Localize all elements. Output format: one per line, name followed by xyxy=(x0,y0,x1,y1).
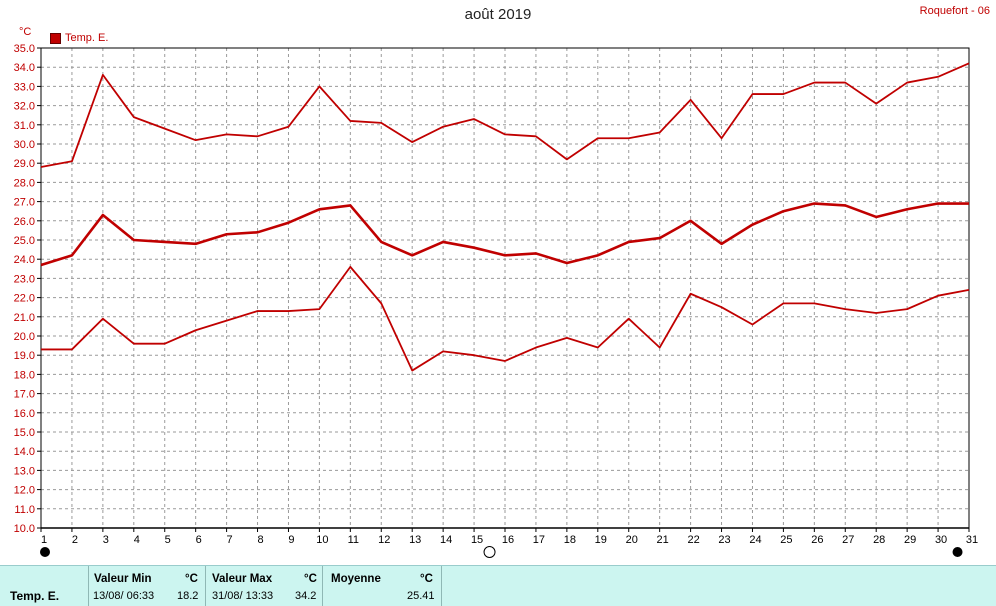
y-tick-label: 22.0 xyxy=(14,293,35,305)
y-tick-label: 16.0 xyxy=(14,408,35,420)
x-tick-label: 31 xyxy=(966,534,978,546)
max-header: Valeur Max xyxy=(212,573,273,585)
grid xyxy=(41,48,969,528)
x-tick-label: 8 xyxy=(257,534,263,546)
y-tick-label: 30.0 xyxy=(14,139,35,151)
y-tick-label: 31.0 xyxy=(14,120,35,132)
min-unit: °C xyxy=(185,573,198,585)
y-tick-label: 15.0 xyxy=(14,427,35,439)
x-tick-label: 29 xyxy=(904,534,916,546)
y-tick-label: 23.0 xyxy=(14,273,35,285)
y-tick-label: 19.0 xyxy=(14,350,35,362)
x-tick-label: 11 xyxy=(348,534,359,546)
y-tick-label: 32.0 xyxy=(14,101,35,113)
max-value: 34.2 xyxy=(295,590,317,602)
y-tick-label: 18.0 xyxy=(14,369,35,381)
x-tick-label: 23 xyxy=(718,534,730,546)
x-tick-label: 24 xyxy=(749,534,761,546)
x-tick-label: 20 xyxy=(626,534,638,546)
y-tick-label: 11.0 xyxy=(14,504,35,516)
x-tick-label: 7 xyxy=(227,534,233,546)
x-tick-label: 17 xyxy=(533,534,545,546)
legend: Temp. E. xyxy=(50,32,108,44)
y-tick-label: 13.0 xyxy=(14,465,35,477)
y-tick-label: 26.0 xyxy=(14,216,35,228)
x-tick-label: 16 xyxy=(502,534,514,546)
x-tick-label: 5 xyxy=(165,534,171,546)
y-tick-label: 27.0 xyxy=(14,197,35,209)
legend-swatch xyxy=(50,32,61,44)
moon-new-icon xyxy=(952,547,963,557)
series-line-min xyxy=(41,265,970,372)
y-tick-label: 17.0 xyxy=(14,389,35,401)
x-tick-label: 3 xyxy=(103,534,109,546)
avg-header: Moyenne xyxy=(331,573,381,585)
x-tick-label: 13 xyxy=(409,534,421,546)
x-tick-label: 25 xyxy=(780,534,792,546)
station-name: Roquefort - 06 xyxy=(919,5,990,17)
y-tick-label: 20.0 xyxy=(14,331,35,343)
x-tick-label: 2 xyxy=(72,534,78,546)
chart-title: août 2019 xyxy=(464,6,532,23)
series-line-mean xyxy=(40,202,969,267)
x-tick-label: 1 xyxy=(41,534,47,546)
summary-max-cell: Valeur Max °C 31/08/ 13:33 34.2 xyxy=(206,566,323,606)
x-tick-label: 9 xyxy=(288,534,294,546)
x-tick-label: 14 xyxy=(440,534,452,546)
x-tick-label: 26 xyxy=(811,534,823,546)
x-tick-label: 22 xyxy=(687,534,699,546)
legend-label: Temp. E. xyxy=(65,32,109,44)
moon-phases xyxy=(40,546,963,558)
y-tick-label: 24.0 xyxy=(14,254,35,266)
x-tick-label: 4 xyxy=(134,534,140,546)
y-tick-label: 12.0 xyxy=(14,485,35,497)
y-tick-label: 29.0 xyxy=(14,158,35,170)
y-tick-label: 28.0 xyxy=(14,177,35,189)
moon-full-icon xyxy=(483,546,496,558)
x-tick-label: 27 xyxy=(842,534,854,546)
min-date: 13/08/ 06:33 xyxy=(93,590,155,602)
series-lines xyxy=(40,62,970,372)
y-tick-label: 25.0 xyxy=(14,235,35,247)
summary-min-cell: Valeur Min °C 13/08/ 06:33 18.2 xyxy=(89,566,206,606)
y-tick-label: 35.0 xyxy=(14,43,35,55)
x-tick-label: 21 xyxy=(657,534,669,546)
x-tick-label: 6 xyxy=(196,534,202,546)
max-date: 31/08/ 13:33 xyxy=(212,590,274,602)
axes xyxy=(37,47,970,532)
summary-panel: Temp. E. Valeur Min °C 13/08/ 06:33 18.2… xyxy=(0,565,996,606)
x-tick-labels: 1 2 3 4 5 6 7 8 9 10 11 12 13 14 15 16 17 18 19 20 21 22 23 24 2… xyxy=(41,534,978,546)
avg-value: 25.41 xyxy=(407,590,435,602)
y-tick-label: 21.0 xyxy=(14,312,35,324)
x-tick-label: 10 xyxy=(316,534,328,546)
min-header: Valeur Min xyxy=(94,573,152,585)
summary-series-name: Temp. E. xyxy=(10,589,60,603)
summary-avg-cell: Moyenne °C 25.41 xyxy=(323,566,442,606)
summary-series-cell: Temp. E. xyxy=(0,566,89,606)
y-tick-label: 33.0 xyxy=(14,81,35,93)
moon-new-icon xyxy=(40,547,50,557)
x-tick-label: 28 xyxy=(873,534,885,546)
min-value: 18.2 xyxy=(177,590,199,602)
series-line-max xyxy=(40,62,970,168)
y-axis-unit: °C xyxy=(19,26,32,38)
x-tick-label: 18 xyxy=(564,534,576,546)
x-tick-label: 19 xyxy=(595,534,607,546)
y-tick-label: 14.0 xyxy=(14,446,35,458)
y-tick-label: 34.0 xyxy=(14,62,35,74)
x-tick-label: 30 xyxy=(935,534,947,546)
x-tick-label: 15 xyxy=(471,534,483,546)
avg-unit: °C xyxy=(420,573,433,585)
y-tick-label: 10.0 xyxy=(14,523,35,535)
chart: 10.0 11.0 12.0 13.0 14.0 15.0 16.0 17.0 18.0 19.0… xyxy=(14,43,978,558)
y-tick-labels: 10.0 11.0 12.0 13.0 14.0 15.0 16.0 17.0 18.0 19.0… xyxy=(14,43,35,535)
max-unit: °C xyxy=(304,573,317,585)
x-tick-label: 12 xyxy=(378,534,390,546)
